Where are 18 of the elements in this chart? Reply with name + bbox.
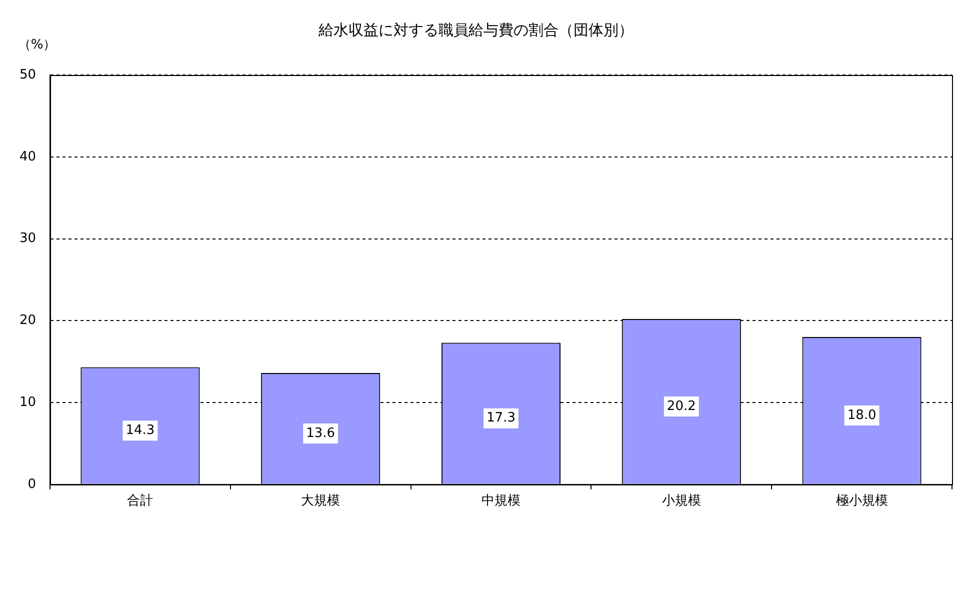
y-tick-label: 40 xyxy=(19,149,36,164)
data-label: 14.3 xyxy=(126,422,155,438)
y-tick-label: 30 xyxy=(19,231,36,246)
y-tick-label: 10 xyxy=(19,394,36,410)
x-tick-label: 小規模 xyxy=(662,494,701,509)
y-tick-label: 20 xyxy=(19,313,36,328)
x-tick-label: 合計 xyxy=(127,494,154,509)
x-tick-label: 極小規模 xyxy=(836,494,888,509)
data-label: 13.6 xyxy=(306,426,336,441)
data-label: 17.3 xyxy=(486,410,516,426)
x-tick-label: 中規模 xyxy=(482,494,520,509)
data-label: 18.0 xyxy=(847,408,876,423)
y-tick-label: 50 xyxy=(19,67,36,82)
y-axis-title: （%） xyxy=(18,37,56,52)
data-label: 20.2 xyxy=(666,398,696,414)
y-tick-label: 0 xyxy=(28,476,36,492)
x-tick-label: 大規模 xyxy=(301,494,340,509)
chart-title: 給水収益に対する職員給与費の割合（団体別） xyxy=(318,20,634,39)
